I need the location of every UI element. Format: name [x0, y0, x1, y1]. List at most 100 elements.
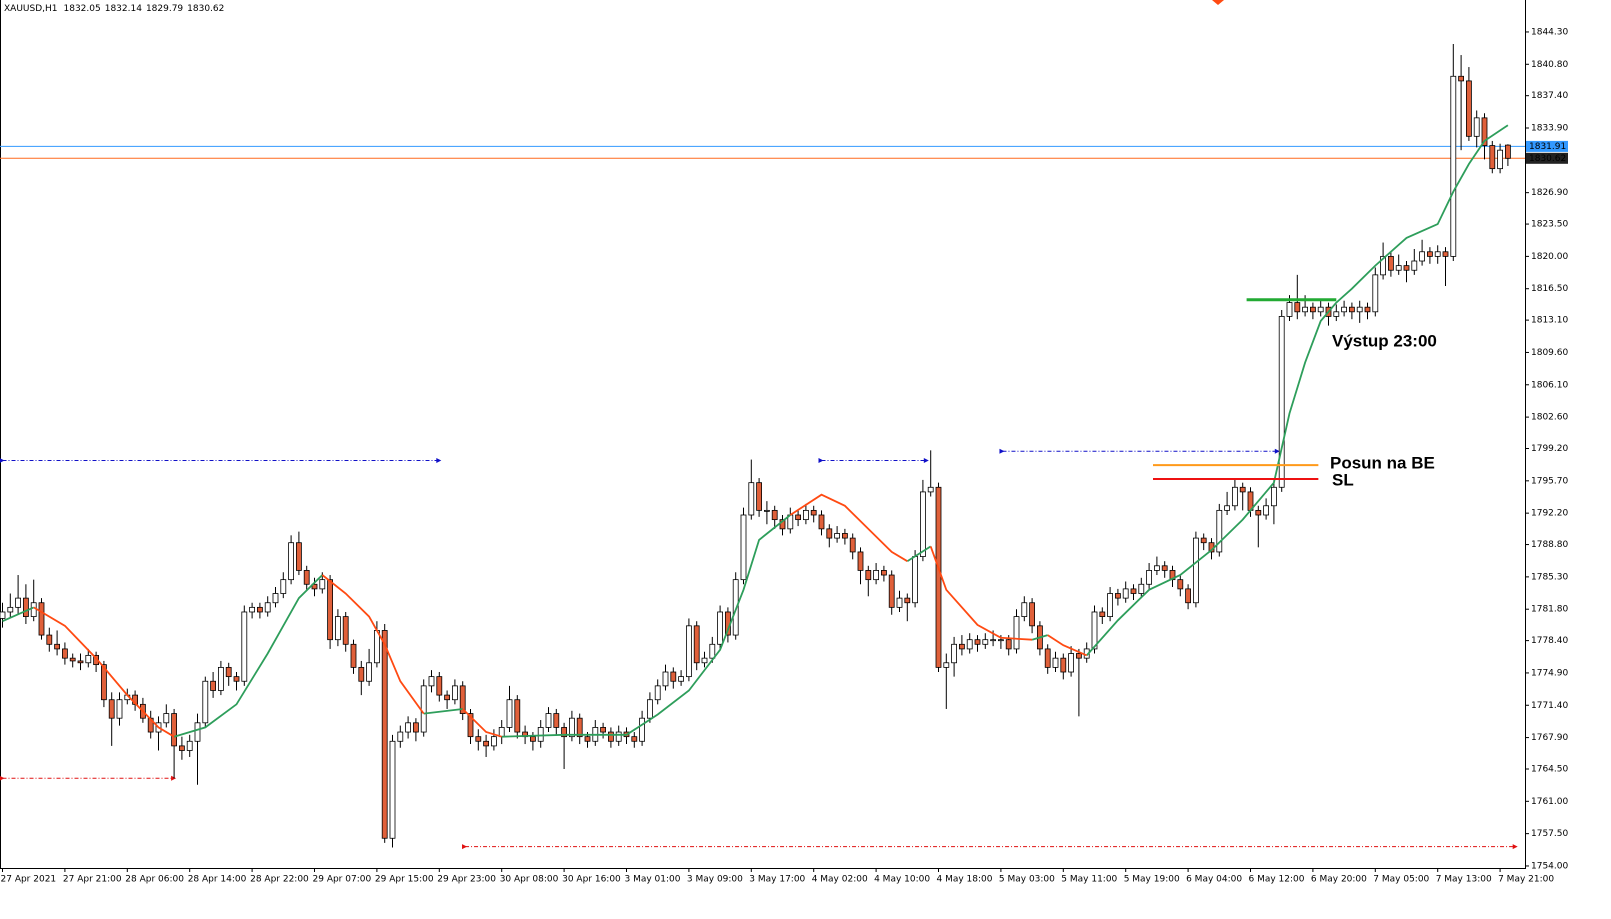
candle-body [405, 722, 412, 733]
candle-body [849, 537, 856, 553]
candle-body [1333, 311, 1340, 317]
candle-body [249, 606, 256, 613]
candle-body [412, 722, 419, 733]
candle-body [1317, 306, 1324, 313]
candle-body [475, 736, 482, 742]
trade-arrow [1274, 448, 1280, 454]
candle-body [1146, 570, 1152, 585]
x-tick-label: 7 May 13:00 [1436, 875, 1492, 885]
x-tick-label: 28 Apr 14:00 [188, 875, 247, 885]
candle-body [826, 528, 833, 539]
x-tick-label: 29 Apr 23:00 [437, 875, 496, 885]
candle-body [608, 731, 614, 742]
candle-body [467, 713, 474, 738]
candle-body [0, 611, 6, 619]
candle-body [553, 713, 560, 728]
candle-body [1497, 149, 1503, 170]
candle-body [342, 616, 349, 645]
candle-body [545, 713, 552, 728]
x-tick-label: 6 May 20:00 [1311, 875, 1367, 885]
candle-body [1138, 583, 1145, 594]
trade-arrow [0, 775, 5, 781]
candle-body [1076, 653, 1082, 659]
y-tick-label: 1816.50 [1531, 284, 1568, 294]
candle-body [241, 611, 248, 682]
candle-body [171, 713, 178, 747]
candle-body [101, 664, 107, 701]
candle-body [576, 717, 583, 738]
candle-body [311, 583, 318, 590]
x-tick-label: 28 Apr 22:00 [250, 875, 309, 885]
candle-body [982, 639, 989, 645]
candle-body [327, 579, 334, 641]
candle-body [1380, 255, 1386, 276]
candle-body [904, 597, 911, 604]
high: 1832.14 [105, 4, 142, 14]
trade-arrow [923, 458, 929, 464]
candle-body [990, 639, 996, 642]
y-tick-label: 1764.50 [1531, 764, 1568, 774]
candle-body [1021, 602, 1028, 617]
candle-body [1450, 75, 1457, 257]
y-tick-label: 1771.40 [1531, 701, 1568, 711]
y-tick-label: 1802.60 [1531, 413, 1568, 423]
annotation: SL [1332, 470, 1354, 489]
y-tick-label: 1844.30 [1531, 27, 1568, 37]
candle-body [451, 685, 458, 701]
x-tick-label: 30 Apr 16:00 [562, 875, 621, 885]
candle-body [1115, 593, 1121, 599]
candle-body [920, 491, 926, 557]
moving-average [2, 124, 1509, 738]
candle-body [530, 736, 536, 742]
x-tick-label: 29 Apr 07:00 [313, 875, 372, 885]
candle-body [998, 639, 1004, 642]
trade-arrow [1512, 844, 1518, 850]
y-tick-label: 1785.30 [1531, 572, 1568, 582]
candle-body [69, 657, 76, 662]
candle-body [1177, 579, 1184, 590]
candle-body [1349, 306, 1355, 313]
candle-body [709, 643, 716, 659]
candle-body [194, 722, 201, 742]
x-tick-label: 29 Apr 15:00 [375, 875, 434, 885]
candle-body [1434, 251, 1441, 257]
x-tick-label: 27 Apr 2021 [1, 875, 57, 885]
y-tick-label: 1840.80 [1531, 60, 1568, 70]
candle-body [1341, 306, 1347, 313]
x-tick-label: 5 May 11:00 [1061, 875, 1117, 885]
candle-body [1255, 509, 1262, 516]
candle-body [1442, 251, 1449, 257]
candle-body [1239, 486, 1246, 493]
candle-body [1489, 145, 1496, 170]
x-tick-label: 7 May 05:00 [1373, 875, 1429, 885]
candle-body [1232, 486, 1238, 507]
candle-body [1122, 588, 1129, 599]
y-tick-label: 1799.20 [1531, 444, 1568, 454]
y-tick-label: 1820.00 [1531, 252, 1568, 262]
trade-arrow [818, 458, 824, 464]
candle-body [927, 486, 934, 493]
candle-body [678, 676, 684, 682]
x-tick-label: 3 May 17:00 [749, 875, 805, 885]
candle-body [1403, 265, 1410, 271]
candle-body [428, 676, 435, 687]
y-tick-label: 1813.10 [1531, 316, 1568, 326]
candle-body [1278, 316, 1285, 488]
candle-body [951, 643, 957, 664]
candle-body [1466, 80, 1472, 137]
candle-body [842, 533, 848, 539]
moving-average [33, 493, 1088, 738]
candle-body [1271, 486, 1277, 507]
x-tick-label: 4 May 02:00 [812, 875, 868, 885]
price-box-label: 1830.62 [1529, 154, 1566, 164]
candle-body [163, 713, 170, 724]
price-box [1526, 140, 1568, 152]
x-tick-label: 3 May 09:00 [687, 875, 743, 885]
y-tick-label: 1809.60 [1531, 348, 1568, 358]
candle-body [1185, 588, 1191, 604]
candle-body [319, 579, 326, 590]
price-box-label: 1831.91 [1529, 142, 1566, 152]
y-tick-label: 1792.20 [1531, 509, 1568, 519]
x-tick-label: 30 Apr 08:00 [500, 875, 559, 885]
